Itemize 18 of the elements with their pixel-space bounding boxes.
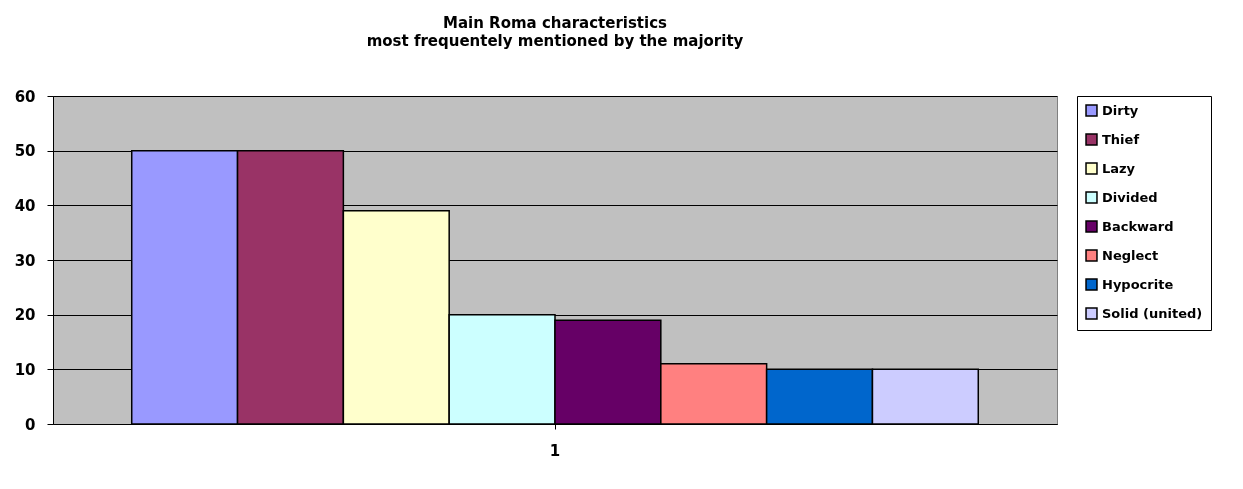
y-tick-label: 20 (14, 306, 36, 325)
y-tick-label: 50 (14, 142, 36, 161)
chart-subtitle: most frequentely mentioned by the majority (366, 32, 744, 50)
legend-label: Backward (1102, 218, 1174, 234)
chart-title: Main Roma characteristics (443, 14, 668, 32)
legend-label: Divided (1102, 189, 1158, 205)
y-tick-label: 10 (14, 360, 36, 379)
y-tick-label: 60 (14, 87, 36, 106)
legend-label: Neglect (1102, 247, 1159, 263)
legend-label: Solid (united) (1102, 305, 1203, 321)
legend-label: Thief (1102, 131, 1140, 147)
y-tick-label: 0 (25, 415, 36, 434)
y-tick-label: 40 (14, 196, 36, 215)
y-tick-label: 30 (14, 251, 36, 270)
legend-label: Lazy (1102, 160, 1136, 176)
legend-label: Dirty (1102, 102, 1139, 118)
x-tick-label: 1 (549, 441, 561, 460)
legend-label: Hypocrite (1102, 276, 1174, 292)
